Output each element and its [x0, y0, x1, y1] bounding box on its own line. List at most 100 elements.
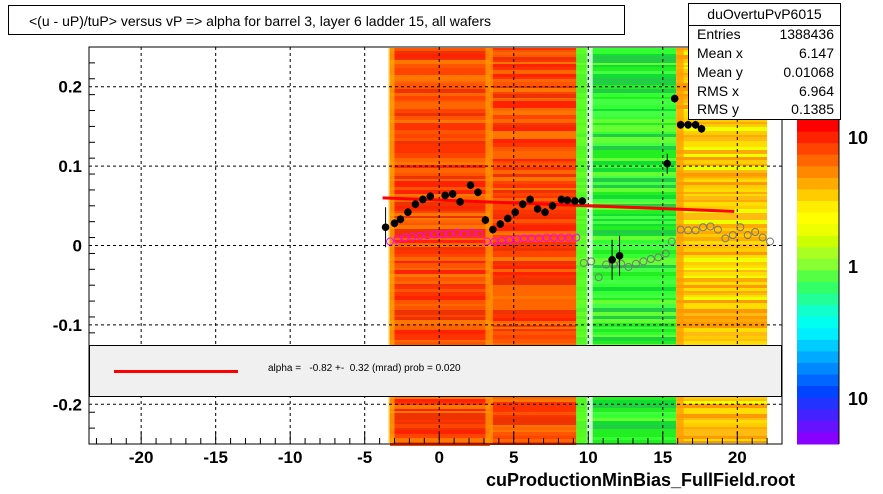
filled-circle-point — [563, 196, 572, 205]
open-circle-point — [661, 249, 670, 258]
density-stripe — [676, 332, 768, 336]
density-stripe — [390, 223, 490, 225]
density-stripe — [676, 180, 768, 182]
density-stripe — [576, 172, 677, 176]
density-stripe — [676, 147, 768, 150]
density-stripe — [390, 102, 490, 105]
density-stripe — [390, 170, 490, 173]
density-stripe — [676, 137, 768, 141]
density-stripe — [489, 57, 577, 60]
density-stripe — [676, 206, 768, 209]
palette-cell — [797, 316, 839, 329]
open-circle-point — [535, 234, 544, 243]
density-stripe — [489, 67, 577, 70]
density-stripe — [390, 120, 490, 123]
density-stripe — [390, 413, 490, 417]
density-stripe — [489, 119, 577, 123]
density-stripe — [489, 251, 577, 255]
density-stripe — [576, 236, 677, 240]
fit-legend-box: alpha = -0.82 +- 0.32 (mrad) prob = 0.02… — [89, 345, 782, 397]
density-stripe — [676, 322, 768, 324]
density-stripe — [489, 290, 577, 292]
filled-circle-point — [697, 124, 706, 133]
density-stripe — [489, 188, 577, 190]
density-stripe — [576, 65, 677, 67]
density-stripe — [489, 422, 577, 425]
palette-cell — [797, 420, 839, 433]
density-stripe — [489, 272, 577, 275]
density-stripe — [489, 223, 577, 225]
density-stripe — [489, 288, 577, 290]
density-stripe — [576, 93, 677, 97]
open-circle-point — [594, 273, 603, 282]
density-stripe — [676, 303, 768, 307]
density-stripe — [489, 101, 577, 105]
density-stripe — [489, 167, 577, 170]
density-stripe — [489, 60, 577, 62]
open-circle-point — [505, 235, 514, 244]
stats-value: 1388436 — [779, 26, 834, 42]
density-stripe — [576, 97, 677, 99]
density-stripe — [676, 145, 768, 147]
x-tick-label: 5 — [509, 448, 518, 467]
density-stripe — [390, 105, 490, 109]
density-stripe — [390, 326, 490, 330]
density-stripe — [489, 225, 577, 227]
density-stripe — [676, 316, 768, 319]
density-stripe — [390, 83, 490, 87]
density-stripe — [390, 342, 490, 345]
density-stripe — [390, 100, 490, 102]
density-stripe — [676, 196, 768, 198]
x-tick-label: 20 — [728, 448, 747, 467]
density-stripe — [676, 401, 768, 404]
density-stripe — [676, 307, 768, 309]
y-tick-label: 0.2 — [58, 78, 82, 97]
density-stripe — [489, 248, 577, 251]
density-stripe — [390, 130, 490, 134]
density-stripe — [390, 181, 490, 185]
filled-circle-point — [481, 216, 490, 224]
density-stripe — [489, 64, 577, 67]
palette-cell — [797, 363, 839, 376]
density-stripe — [576, 114, 677, 117]
density-stripe — [390, 218, 490, 220]
density-stripe — [390, 312, 490, 315]
density-stripe — [576, 418, 677, 421]
density-stripe — [390, 190, 490, 194]
y-tick-label: 0.1 — [58, 157, 82, 176]
density-stripe — [489, 306, 577, 310]
density-stripe — [676, 414, 768, 418]
density-stripe — [390, 294, 490, 296]
density-stripe — [576, 440, 677, 444]
open-circle-point — [423, 231, 432, 240]
filled-circle-point — [526, 195, 534, 204]
density-stripe — [390, 60, 490, 64]
density-stripe — [676, 313, 768, 316]
density-stripe — [390, 397, 490, 399]
density-stripe — [489, 239, 577, 242]
density-stripe — [576, 219, 677, 221]
density-stripe — [489, 233, 577, 235]
density-stripe — [676, 324, 768, 328]
stats-name: duOvertuPvP6015 — [707, 6, 822, 22]
open-circle-point — [617, 259, 626, 268]
density-stripe — [576, 265, 677, 268]
density-stripe — [676, 241, 768, 244]
density-stripe — [676, 276, 768, 278]
density-stripe — [676, 231, 768, 234]
density-stripe — [676, 418, 768, 420]
density-stripe — [489, 214, 577, 217]
density-stripe — [489, 174, 577, 177]
density-stripe — [576, 125, 677, 129]
density-stripe — [489, 92, 577, 94]
plot-frame — [88, 46, 783, 445]
filled-circle-point — [419, 195, 427, 204]
density-stripe — [576, 221, 677, 224]
filled-circle-point — [503, 214, 512, 223]
density-stripe — [676, 427, 768, 429]
density-stripe — [390, 155, 490, 158]
density-stripe — [489, 266, 577, 269]
stats-row: RMS y 0.1385 — [697, 101, 834, 119]
density-stripe — [390, 127, 490, 130]
palette-cell — [797, 432, 839, 445]
